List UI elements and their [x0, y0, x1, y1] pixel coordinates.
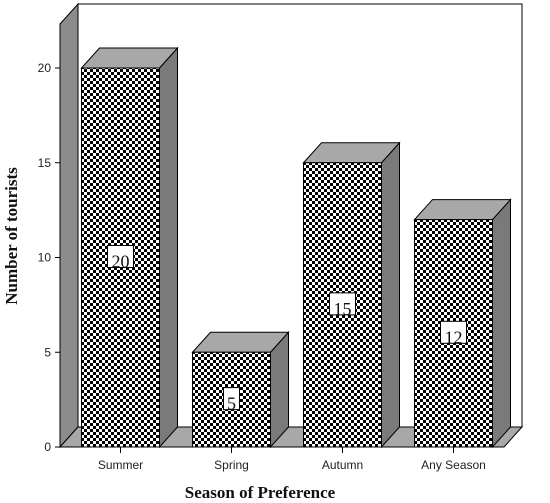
data-label-box-summer: [107, 245, 134, 268]
y-tick-label-15: 15: [38, 156, 52, 170]
data-label-any-season: 12: [445, 327, 463, 347]
side-wall: [59, 2, 79, 449]
x-tick-label-autumn: Autumn: [322, 458, 363, 472]
data-label-box-spring: [223, 387, 240, 411]
bar-side-any-season: [492, 198, 511, 449]
x-axis-title: Season of Preference: [185, 483, 336, 502]
data-label-box-any-season: [440, 320, 467, 344]
y-axis: 0 5 10 15 20: [38, 24, 61, 454]
x-tick-label-spring: Spring: [214, 458, 249, 472]
y-tick-label-5: 5: [44, 345, 51, 359]
y-tick-label-10: 10: [38, 251, 52, 265]
bar-summer: 20: [80, 46, 179, 449]
data-label-box-autumn: [329, 292, 356, 316]
y-tick-label-20: 20: [38, 61, 52, 75]
data-label-summer: 20: [112, 252, 130, 272]
data-label-spring: 5: [227, 394, 236, 414]
bar-spring: 5: [191, 330, 290, 449]
y-tick-label-0: 0: [44, 440, 51, 454]
bar-side-summer: [159, 46, 178, 449]
x-tick-label-any-season: Any Season: [421, 458, 486, 472]
bar-side-autumn: [381, 141, 400, 449]
x-tick-label-summer: Summer: [98, 458, 143, 472]
x-axis: Summer Spring Autumn Any Season: [98, 447, 486, 472]
data-label-autumn: 15: [334, 299, 352, 319]
bar-autumn: 15: [302, 141, 401, 449]
bars: 20 5 15 12: [80, 46, 512, 449]
y-axis-title: Number of tourists: [2, 167, 21, 305]
bar-any-season: 12: [413, 198, 512, 449]
